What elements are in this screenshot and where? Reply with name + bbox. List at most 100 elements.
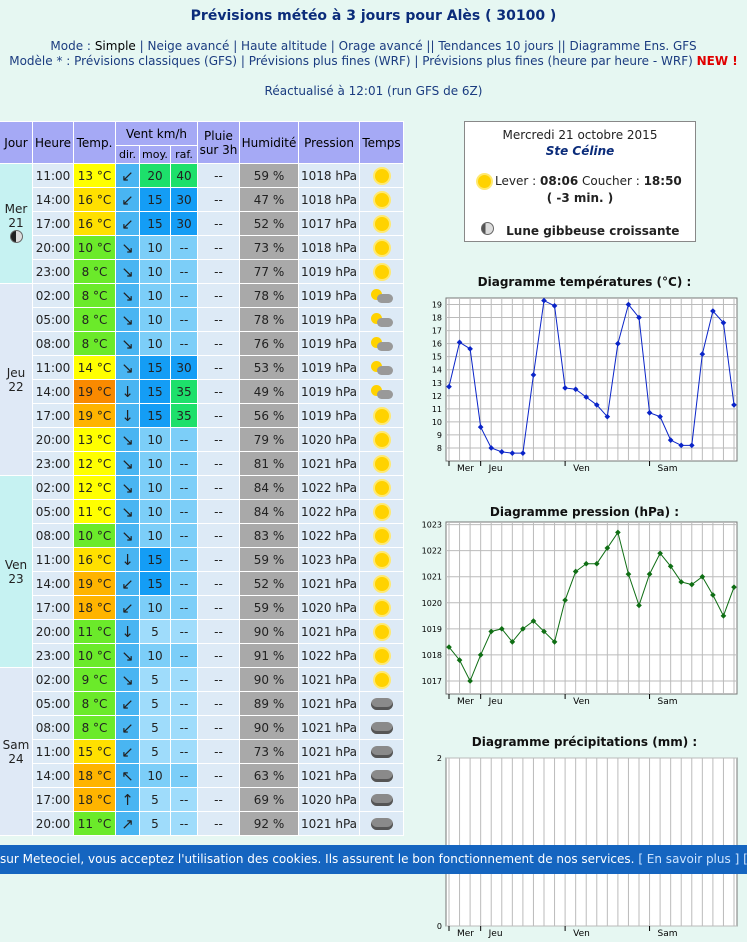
wind-avg-cell: 10 (139, 595, 171, 620)
wind-avg-cell: 15 (139, 355, 171, 380)
wind-gust-cell: -- (170, 787, 198, 812)
wind-gust-cell: 30 (170, 187, 198, 212)
humidity-cell: 56 % (239, 403, 299, 428)
moon-phase-label: Lune gibbeuse croissante (506, 224, 680, 238)
sky-cell (359, 691, 404, 716)
pressure-chart: 1017 1018 1019 1020 1021 1022 1023 Mer Jeu Ven Sam (422, 521, 738, 707)
new-badge: NEW ! (696, 54, 738, 68)
data-point (720, 612, 727, 619)
table-row: 14:00 19 °C ↓ 15 35 -- 49 % 1019 hPa (0, 379, 404, 404)
wind-dir-icon: ↘ (115, 499, 140, 524)
wind-gust-cell: -- (170, 595, 198, 620)
temp-cell: 18 °C (73, 763, 116, 788)
sun-icon (374, 264, 389, 279)
sky-cell (359, 163, 404, 188)
wind-gust-cell: 35 (170, 379, 198, 404)
cookie-close-button[interactable]: [ X (743, 852, 747, 866)
y-tick-label: 1018 (422, 651, 442, 660)
humidity-cell: 77 % (239, 259, 299, 284)
sky-cell (359, 427, 404, 452)
wind-dir-icon: ↙ (115, 163, 140, 188)
humidity-cell: 59 % (239, 547, 299, 572)
wind-dir-icon: ↙ (115, 715, 140, 740)
data-point (646, 409, 653, 416)
pressure-cell: 1021 hPa (298, 739, 360, 764)
sky-cell (359, 499, 404, 524)
temp-cell: 12 °C (73, 475, 116, 500)
y-tick-label: 8 (437, 444, 442, 453)
table-row: 11:00 14 °C ↘ 15 30 -- 53 % 1019 hPa (0, 355, 404, 380)
mode-orage-link[interactable]: Orage avancé (338, 39, 423, 53)
wind-gust-cell: -- (170, 619, 198, 644)
temp-cell: 11 °C (73, 619, 116, 644)
y-tick-label: 19 (432, 301, 442, 310)
sun-times: Lever : 08:06 Coucher : 18:50 (465, 174, 695, 188)
x-tick-label: Mer (457, 697, 474, 707)
pressure-chart-title: Diagramme pression (hPa) : (489, 505, 680, 519)
wind-gust-cell: -- (170, 643, 198, 668)
day-cell: Ven 23 (0, 475, 33, 668)
temp-cell: 8 °C (73, 715, 116, 740)
cookie-learn-more-link[interactable]: [ En savoir plus ] (638, 852, 740, 866)
sky-cell (359, 283, 404, 308)
model-wrf-link[interactable]: Prévisions plus fines (WRF) (248, 54, 411, 68)
humidity-cell: 47 % (239, 187, 299, 212)
wind-avg-cell: 15 (139, 211, 171, 236)
rain-cell: -- (197, 307, 240, 332)
humidity-cell: 73 % (239, 235, 299, 260)
rain-cell: -- (197, 715, 240, 740)
data-point (657, 413, 663, 420)
pressure-cell: 1021 hPa (298, 667, 360, 692)
mode-neige-link[interactable]: Neige avancé (147, 39, 230, 53)
mode-ensemble-link[interactable]: Diagramme Ens. GFS (569, 39, 697, 53)
humidity-cell: 52 % (239, 571, 299, 596)
sky-cell (359, 211, 404, 236)
mode-simple-link[interactable]: Simple (94, 39, 136, 53)
model-gfs-link[interactable]: Prévisions classiques (GFS) (74, 54, 238, 68)
pressure-cell: 1022 hPa (298, 475, 360, 500)
x-tick-label: Jeu (488, 929, 503, 939)
hour-cell: 02:00 (32, 283, 74, 308)
hour-cell: 17:00 (32, 211, 74, 236)
hour-cell: 05:00 (32, 307, 74, 332)
model-wrf-hourly-link[interactable]: Prévisions plus fines (heure par heure -… (422, 54, 693, 68)
pressure-cell: 1019 hPa (298, 283, 360, 308)
wind-gust-cell: -- (170, 475, 198, 500)
temp-cell: 12 °C (73, 451, 116, 476)
mode-tendances-link[interactable]: Tendances 10 jours (438, 39, 554, 53)
wind-avg-cell: 10 (139, 283, 171, 308)
hour-cell: 17:00 (32, 595, 74, 620)
pressure-cell: 1018 hPa (298, 235, 360, 260)
hour-cell: 17:00 (32, 403, 74, 428)
wind-avg-cell: 5 (139, 715, 171, 740)
day-cell: Jeu 22 (0, 283, 33, 476)
humidity-cell: 79 % (239, 427, 299, 452)
pressure-cell: 1020 hPa (298, 427, 360, 452)
sky-cell (359, 619, 404, 644)
wind-dir-icon: ↙ (115, 571, 140, 596)
temp-cell: 8 °C (73, 331, 116, 356)
table-row: 11:00 16 °C ↓ 15 -- -- 59 % 1023 hPa (0, 547, 404, 572)
wind-gust-cell: -- (170, 547, 198, 572)
y-tick-label: 14 (432, 366, 442, 375)
day-name: Ven (4, 557, 28, 572)
pressure-cell: 1022 hPa (298, 499, 360, 524)
hour-cell: 14:00 (32, 763, 74, 788)
humidity-cell: 53 % (239, 355, 299, 380)
x-tick-label: Ven (573, 464, 590, 474)
sun-icon (374, 624, 389, 639)
data-point (636, 314, 642, 321)
pressure-cell: 1021 hPa (298, 715, 360, 740)
wind-avg-cell: 10 (139, 643, 171, 668)
mode-altitude-link[interactable]: Haute altitude (241, 39, 327, 53)
table-row: 05:00 8 °C ↙ 5 -- -- 89 % 1021 hPa (0, 691, 404, 716)
hour-cell: 11:00 (32, 739, 74, 764)
pressure-cell: 1020 hPa (298, 787, 360, 812)
table-row: 17:00 16 °C ↙ 15 30 -- 52 % 1017 hPa (0, 211, 404, 236)
temp-cell: 16 °C (73, 211, 116, 236)
rain-cell: -- (197, 475, 240, 500)
day-cell: Sam 24 (0, 667, 33, 836)
x-tick-label: Jeu (488, 464, 503, 474)
wind-dir-icon: ↘ (115, 331, 140, 356)
pressure-cell: 1019 hPa (298, 259, 360, 284)
